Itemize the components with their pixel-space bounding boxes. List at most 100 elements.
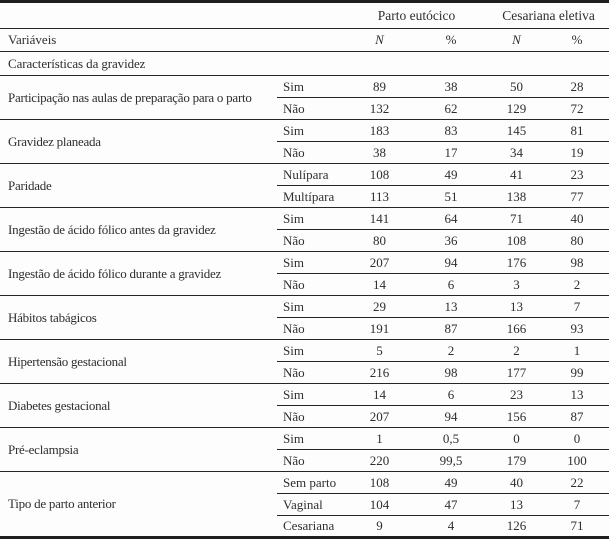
value-cell: 13 — [488, 295, 546, 318]
n-column-header-2: N — [488, 28, 546, 52]
table-row: Multípara 113 51 138 77 — [0, 185, 609, 208]
table-row: Diabetes gestacional Sim 14 6 23 13 — [0, 383, 609, 428]
variable-name: Participação nas aulas de preparação par… — [0, 75, 277, 120]
value-cell: 0 — [545, 427, 609, 450]
value-cell: 132 — [345, 97, 414, 120]
category-label: Sim — [277, 295, 345, 318]
value-cell: 71 — [488, 207, 546, 230]
value-cell: 7 — [545, 295, 609, 318]
value-cell: 220 — [345, 449, 414, 472]
value-cell: 129 — [488, 97, 546, 120]
value-cell: 183 — [345, 119, 414, 142]
value-cell: 98 — [414, 361, 489, 384]
n-column-header-1: N — [345, 28, 414, 52]
value-cell: 38 — [345, 141, 414, 164]
category-label: Sim — [277, 119, 345, 142]
category-label: Sim — [277, 383, 345, 406]
value-cell: 207 — [345, 251, 414, 274]
category-label: Sim — [277, 251, 345, 274]
category-label: Sim — [277, 75, 345, 98]
variable-name: Ingestão de ácido fólico durante a gravi… — [0, 251, 277, 296]
header-spacer — [0, 1, 345, 29]
table-row: Paridade Nulípara 108 49 41 23 — [0, 163, 609, 208]
value-cell: 80 — [545, 229, 609, 252]
table-row: Participação nas aulas de preparação par… — [0, 75, 609, 120]
variable-name: Diabetes gestacional — [0, 383, 277, 428]
table-row: Não 132 62 129 72 — [0, 97, 609, 120]
value-cell: 1 — [345, 427, 414, 450]
value-cell: 81 — [545, 119, 609, 142]
variable-name: Ingestão de ácido fólico antes da gravid… — [0, 207, 277, 252]
value-cell: 99 — [545, 361, 609, 384]
table-row: Não 14 6 3 2 — [0, 273, 609, 296]
value-cell: 0 — [488, 427, 546, 450]
value-cell: 13 — [414, 295, 489, 318]
value-cell: 80 — [345, 229, 414, 252]
value-cell: 207 — [345, 405, 414, 428]
variable-name: Gravidez planeada — [0, 119, 277, 164]
category-label: Não — [277, 449, 345, 472]
value-cell: 2 — [488, 339, 546, 362]
category-label: Não — [277, 97, 345, 120]
percent-column-header-1: % — [414, 28, 489, 52]
section-header-row: Características da gravidez — [0, 51, 609, 76]
table-row: Hipertensão gestacional Sim 5 2 2 1 — [0, 339, 609, 384]
value-cell: 9 — [345, 515, 414, 538]
column-group-header-row: Parto eutócico Cesariana eletiva — [0, 1, 609, 29]
category-label: Vaginal — [277, 493, 345, 516]
value-cell: 145 — [488, 119, 546, 142]
value-cell: 113 — [345, 185, 414, 208]
value-cell: 17 — [414, 141, 489, 164]
table-row: Ingestão de ácido fólico durante a gravi… — [0, 251, 609, 296]
value-cell: 1 — [545, 339, 609, 362]
value-cell: 108 — [345, 471, 414, 494]
value-cell: 98 — [545, 251, 609, 274]
value-cell: 94 — [414, 405, 489, 428]
table-row: Pré-eclampsia Sim 1 0,5 0 0 — [0, 427, 609, 472]
category-label: Cesariana — [277, 515, 345, 538]
table-row: Não 216 98 177 99 — [0, 361, 609, 384]
value-cell: 179 — [488, 449, 546, 472]
value-cell: 2 — [545, 273, 609, 296]
category-label: Sim — [277, 427, 345, 450]
value-cell: 2 — [414, 339, 489, 362]
category-label: Não — [277, 273, 345, 296]
category-label: Sem parto — [277, 471, 345, 494]
value-cell: 13 — [488, 493, 546, 516]
value-cell: 83 — [414, 119, 489, 142]
value-cell: 13 — [545, 383, 609, 406]
value-cell: 156 — [488, 405, 546, 428]
value-cell: 5 — [345, 339, 414, 362]
table-row: Não 80 36 108 80 — [0, 229, 609, 252]
value-cell: 6 — [414, 273, 489, 296]
variable-name: Tipo de parto anterior — [0, 471, 277, 538]
value-cell: 7 — [545, 493, 609, 516]
value-cell: 0,5 — [414, 427, 489, 450]
table-row: Ingestão de ácido fólico antes da gravid… — [0, 207, 609, 252]
value-cell: 19 — [545, 141, 609, 164]
table-row: Tipo de parto anterior Sem parto 108 49 40 22 — [0, 471, 609, 538]
table-row: Não 207 94 156 87 — [0, 405, 609, 428]
value-cell: 104 — [345, 493, 414, 516]
value-cell: 177 — [488, 361, 546, 384]
category-label: Não — [277, 317, 345, 340]
category-label: Sim — [277, 207, 345, 230]
value-cell: 100 — [545, 449, 609, 472]
table-row: Vaginal 104 47 13 7 — [0, 493, 609, 516]
value-cell: 6 — [414, 383, 489, 406]
variable-name: Paridade — [0, 163, 277, 208]
value-cell: 41 — [488, 163, 546, 186]
category-label: Nulípara — [277, 163, 345, 186]
variable-name: Hábitos tabágicos — [0, 295, 277, 340]
value-cell: 29 — [345, 295, 414, 318]
column-group-parto-eutocico: Parto eutócico — [345, 1, 489, 29]
value-cell: 176 — [488, 251, 546, 274]
value-cell: 47 — [414, 493, 489, 516]
table-row: Gravidez planeada Sim 183 83 145 81 — [0, 119, 609, 164]
value-cell: 4 — [414, 515, 489, 538]
value-cell: 62 — [414, 97, 489, 120]
value-cell: 40 — [488, 471, 546, 494]
value-cell: 72 — [545, 97, 609, 120]
